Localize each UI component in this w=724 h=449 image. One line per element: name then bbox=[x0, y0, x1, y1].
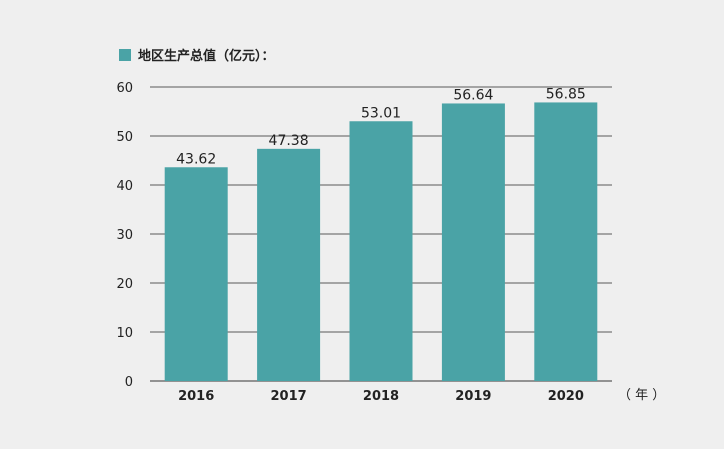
data-label-2018: 53.01 bbox=[361, 105, 401, 121]
y-tick-label: 20 bbox=[116, 277, 133, 292]
legend: 地区生产总值（亿元）： bbox=[119, 48, 275, 64]
y-tick-label: 50 bbox=[116, 130, 133, 145]
y-tick-label: 0 bbox=[125, 375, 133, 390]
bar-2016 bbox=[164, 167, 228, 381]
data-label-2016: 43.62 bbox=[176, 151, 216, 167]
x-axis-ticks: 2016 2017 2018 2019 2020 bbox=[178, 389, 584, 404]
bar-2020 bbox=[534, 102, 598, 381]
data-label-2020: 56.85 bbox=[546, 86, 586, 102]
legend-swatch bbox=[119, 49, 131, 61]
bar-2018 bbox=[349, 121, 413, 381]
x-unit-label: （ 年 ） bbox=[618, 388, 665, 403]
x-tick-label-2016: 2016 bbox=[178, 389, 214, 404]
legend-label: 地区生产总值（亿元）： bbox=[138, 48, 275, 64]
x-tick-label-2020: 2020 bbox=[548, 389, 584, 404]
x-tick-label-2017: 2017 bbox=[271, 389, 307, 404]
data-label-2019: 56.64 bbox=[453, 87, 493, 103]
y-tick-label: 60 bbox=[116, 81, 133, 96]
x-tick-label-2018: 2018 bbox=[363, 389, 399, 404]
x-tick-label-2019: 2019 bbox=[455, 389, 491, 404]
y-axis-ticks: 0 10 20 30 40 50 60 bbox=[116, 81, 133, 390]
y-tick-label: 40 bbox=[116, 179, 133, 194]
bars bbox=[164, 102, 598, 382]
y-tick-label: 10 bbox=[116, 326, 133, 341]
bar-2019 bbox=[441, 103, 505, 382]
y-tick-label: 30 bbox=[116, 228, 133, 243]
bar-2017 bbox=[257, 148, 321, 381]
data-labels: 43.62 47.38 53.01 56.64 56.85 bbox=[176, 86, 586, 167]
data-label-2017: 47.38 bbox=[269, 133, 309, 149]
